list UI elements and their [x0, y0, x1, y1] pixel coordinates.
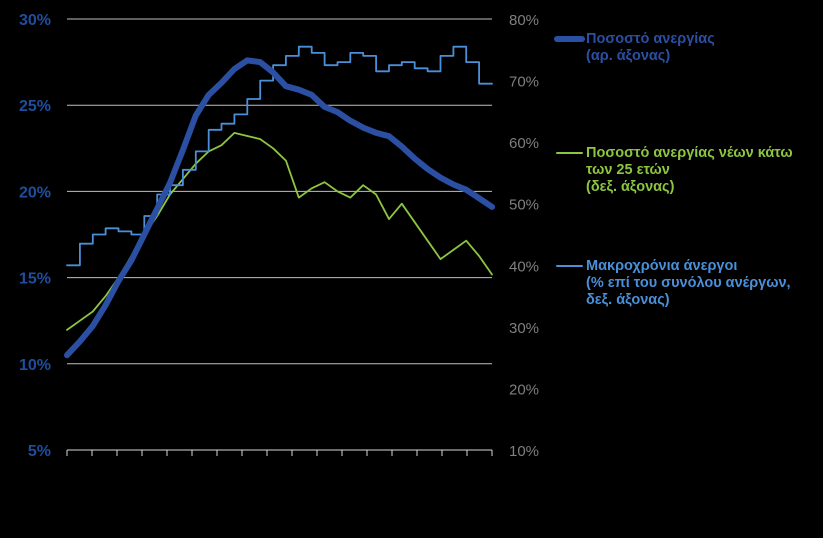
left-tick-label: 25% [19, 98, 51, 115]
plot-lines [64, 45, 495, 359]
left-tick-label: 30% [19, 12, 51, 29]
legend-label: Ποσοστό ανεργίας νέων κάτω [586, 145, 793, 161]
left-tick-label: 5% [28, 443, 51, 460]
legend-label: Μακροχρόνια άνεργοι [586, 258, 737, 274]
legend: Ποσοστό ανεργίας(αρ. άξονας) Ποσοστό ανερ… [554, 31, 793, 308]
right-tick-label: 70% [509, 74, 539, 91]
left-axis: 5% 10% 15% 20% 25% 30% [19, 12, 51, 460]
left-tick-label: 15% [19, 271, 51, 288]
right-tick-label: 10% [509, 443, 539, 460]
legend-label: δεξ. άξονας) [586, 292, 670, 308]
right-axis: 10% 20% 30% 40% 50% 60% 70% 80% [509, 12, 539, 460]
right-tick-label: 30% [509, 320, 539, 337]
right-tick-label: 60% [509, 135, 539, 152]
right-tick-label: 80% [509, 12, 539, 29]
right-tick-label: 20% [509, 381, 539, 398]
legend-label: (δεξ. άξονας) [586, 179, 675, 195]
legend-label: (% επί του συνόλου ανέργων, [586, 275, 791, 291]
left-tick-label: 10% [19, 357, 51, 374]
x-axis [66, 449, 493, 456]
legend-label: (αρ. άξονας) [586, 48, 670, 64]
series-line-0 [64, 57, 495, 359]
gridlines [67, 18, 492, 365]
legend-label: Ποσοστό ανεργίας [586, 31, 715, 47]
left-tick-label: 20% [19, 184, 51, 201]
legend-label: των 25 ετών [586, 162, 670, 178]
right-tick-label: 40% [509, 258, 539, 275]
right-tick-label: 50% [509, 197, 539, 214]
